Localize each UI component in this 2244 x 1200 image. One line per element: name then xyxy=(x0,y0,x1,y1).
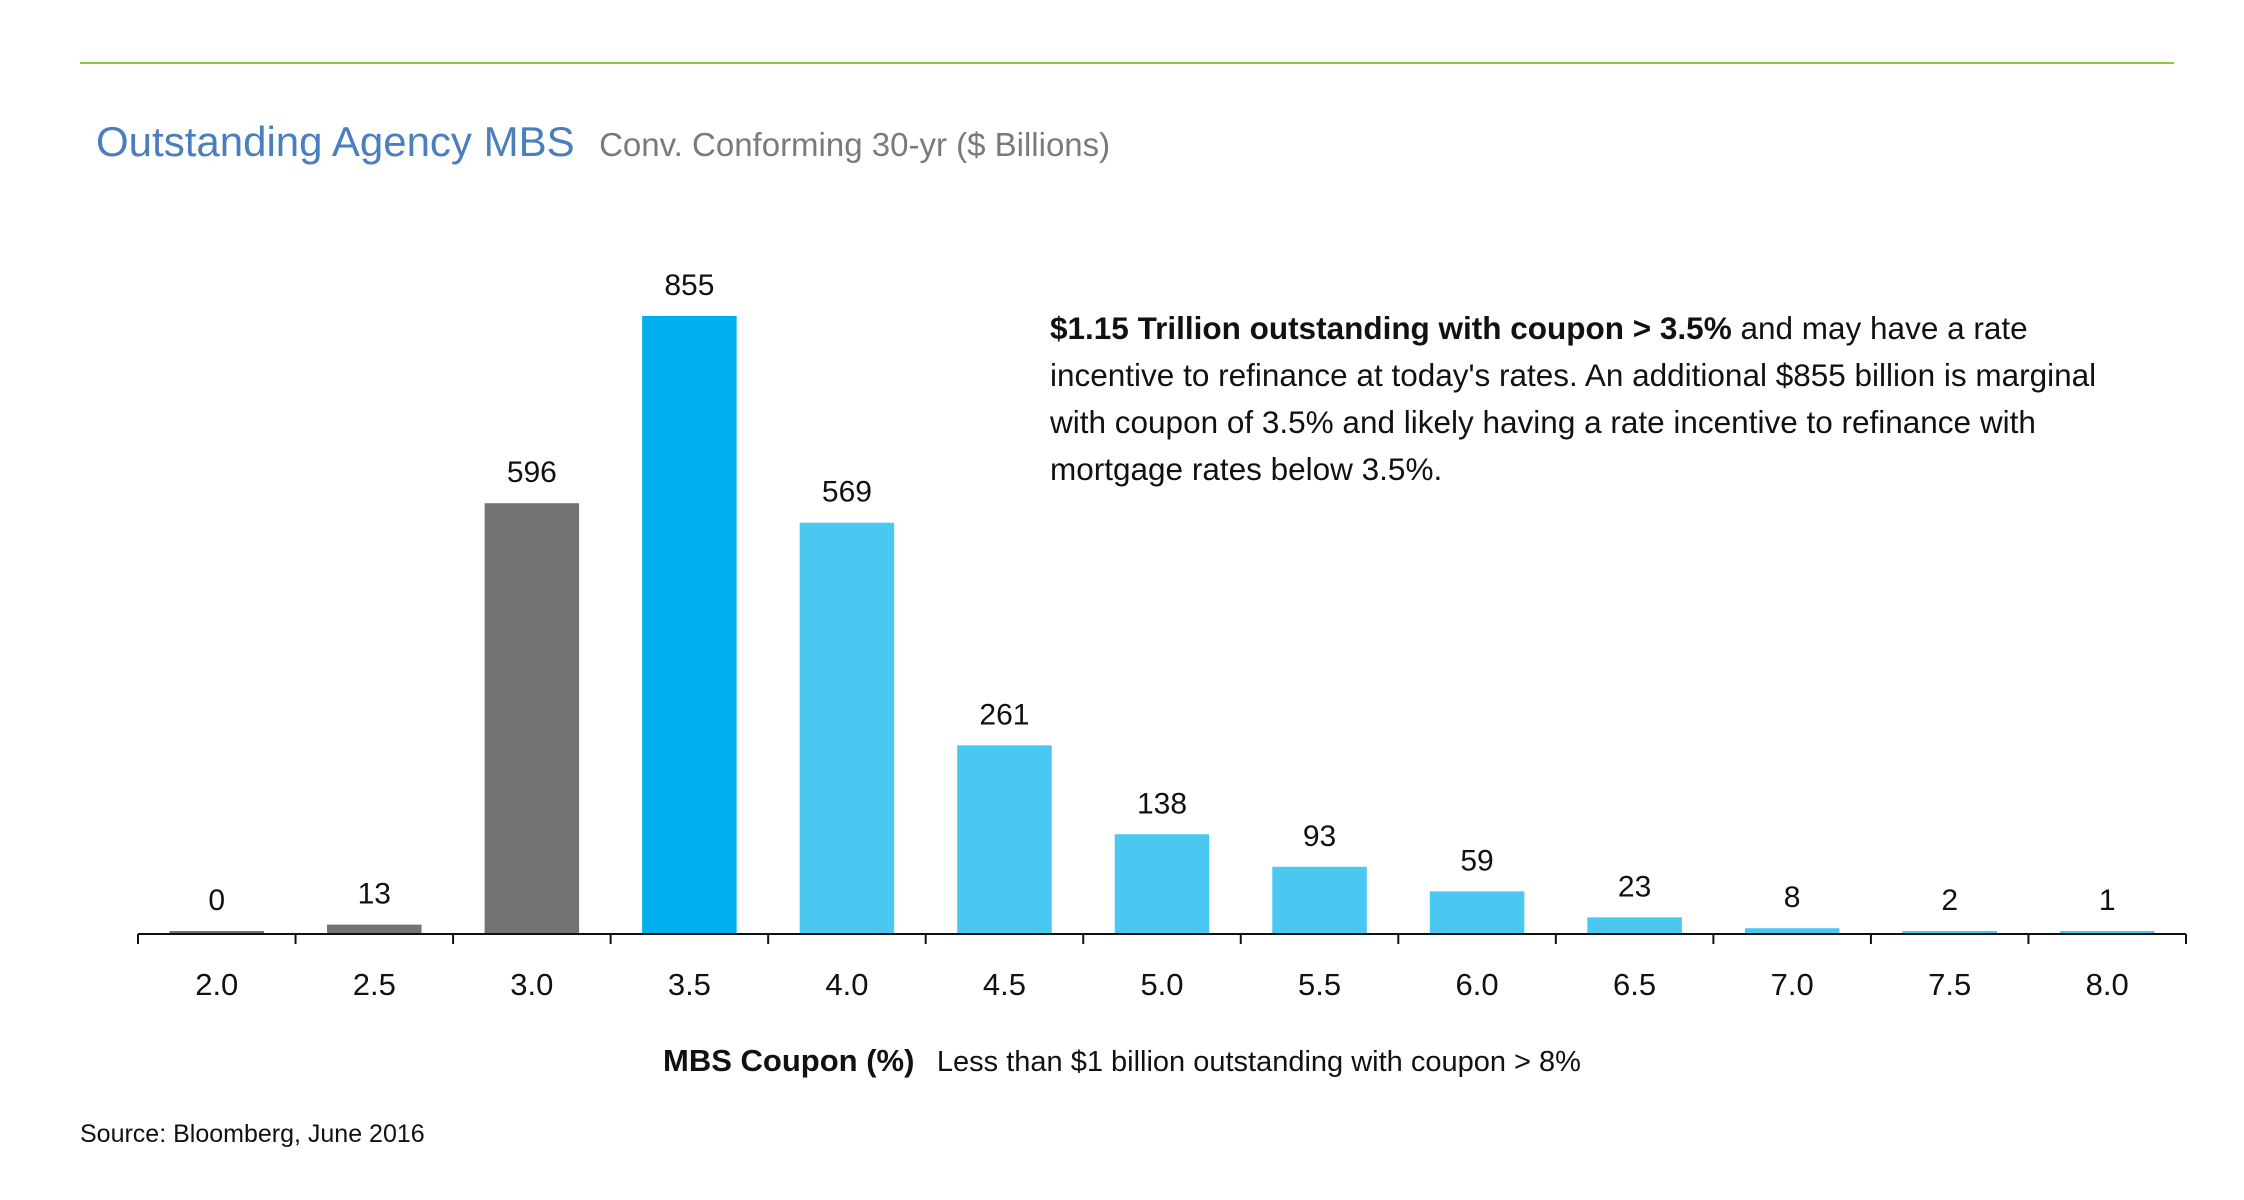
x-tick-label-2.5: 2.5 xyxy=(353,967,396,1002)
data-label-6.5: 23 xyxy=(1618,870,1651,903)
x-tick-label-6.0: 6.0 xyxy=(1456,967,1499,1002)
annotation-bold: $1.15 Trillion outstanding with coupon >… xyxy=(1050,310,1732,346)
x-axis-label-row: MBS Coupon (%) Less than $1 billion outs… xyxy=(0,1043,2244,1079)
bar-6.5 xyxy=(1587,917,1682,934)
x-tick-label-7.0: 7.0 xyxy=(1771,967,1814,1002)
data-label-6.0: 59 xyxy=(1460,844,1493,877)
x-tick-label-8.0: 8.0 xyxy=(2086,967,2129,1002)
x-axis-note: Less than $1 billion outstanding with co… xyxy=(936,1046,1581,1078)
bar-2.0 xyxy=(169,931,265,934)
x-tick-label-2.0: 2.0 xyxy=(195,967,238,1002)
data-label-7.5: 2 xyxy=(1941,884,1958,917)
data-label-4.5: 261 xyxy=(979,698,1029,731)
data-label-3.5: 855 xyxy=(664,269,714,302)
header-rule xyxy=(80,62,2174,64)
title-row: Outstanding Agency MBS Conv. Conforming … xyxy=(96,118,1110,166)
annotation-rest: and may have a rate incentive to refinan… xyxy=(1050,310,2097,487)
bar-5.0 xyxy=(1114,834,1210,934)
data-label-4.0: 569 xyxy=(822,476,872,509)
bar-3.5 xyxy=(642,316,737,934)
source-note: Source: Bloomberg, June 2016 xyxy=(80,1120,425,1148)
bar-5.5 xyxy=(1272,866,1367,934)
data-label-2.0: 0 xyxy=(208,884,225,917)
data-label-3.0: 596 xyxy=(507,456,557,489)
chart-title: Outstanding Agency MBS xyxy=(96,118,575,165)
bar-4.5 xyxy=(957,745,1052,934)
data-label-5.0: 138 xyxy=(1137,787,1187,820)
x-axis-label: MBS Coupon (%) xyxy=(663,1043,915,1078)
bar-3.0 xyxy=(484,503,580,934)
bar-chart: 0 2.0 13 2.5 596 3.0 855 3.5 569 4.0 261 4.5 138 5.0 9… xyxy=(137,269,2187,1002)
x-tick-label-7.5: 7.5 xyxy=(1928,967,1971,1002)
x-tick-label-3.0: 3.0 xyxy=(510,967,553,1002)
bar-8.0 xyxy=(2059,931,2155,934)
x-tick-label-4.5: 4.5 xyxy=(983,967,1026,1002)
data-label-2.5: 13 xyxy=(358,878,391,911)
bar-6.0 xyxy=(1429,891,1525,934)
x-tick-label-4.0: 4.0 xyxy=(825,967,868,1002)
bar-4.0 xyxy=(799,522,895,934)
x-tick-label-3.5: 3.5 xyxy=(668,967,711,1002)
data-label-7.0: 8 xyxy=(1784,881,1801,914)
bar-7.0 xyxy=(1744,928,1840,934)
x-tick-label-5.5: 5.5 xyxy=(1298,967,1341,1002)
x-tick-label-5.0: 5.0 xyxy=(1140,967,1183,1002)
x-tick-label-6.5: 6.5 xyxy=(1613,967,1656,1002)
annotation-text: $1.15 Trillion outstanding with coupon >… xyxy=(1050,305,2110,493)
chart-subtitle: Conv. Conforming 30-yr ($ Billions) xyxy=(599,126,1111,163)
data-label-8.0: 1 xyxy=(2099,884,2116,917)
bar-7.5 xyxy=(1902,931,1997,934)
data-label-5.5: 93 xyxy=(1303,820,1336,853)
bar-2.5 xyxy=(327,924,422,934)
